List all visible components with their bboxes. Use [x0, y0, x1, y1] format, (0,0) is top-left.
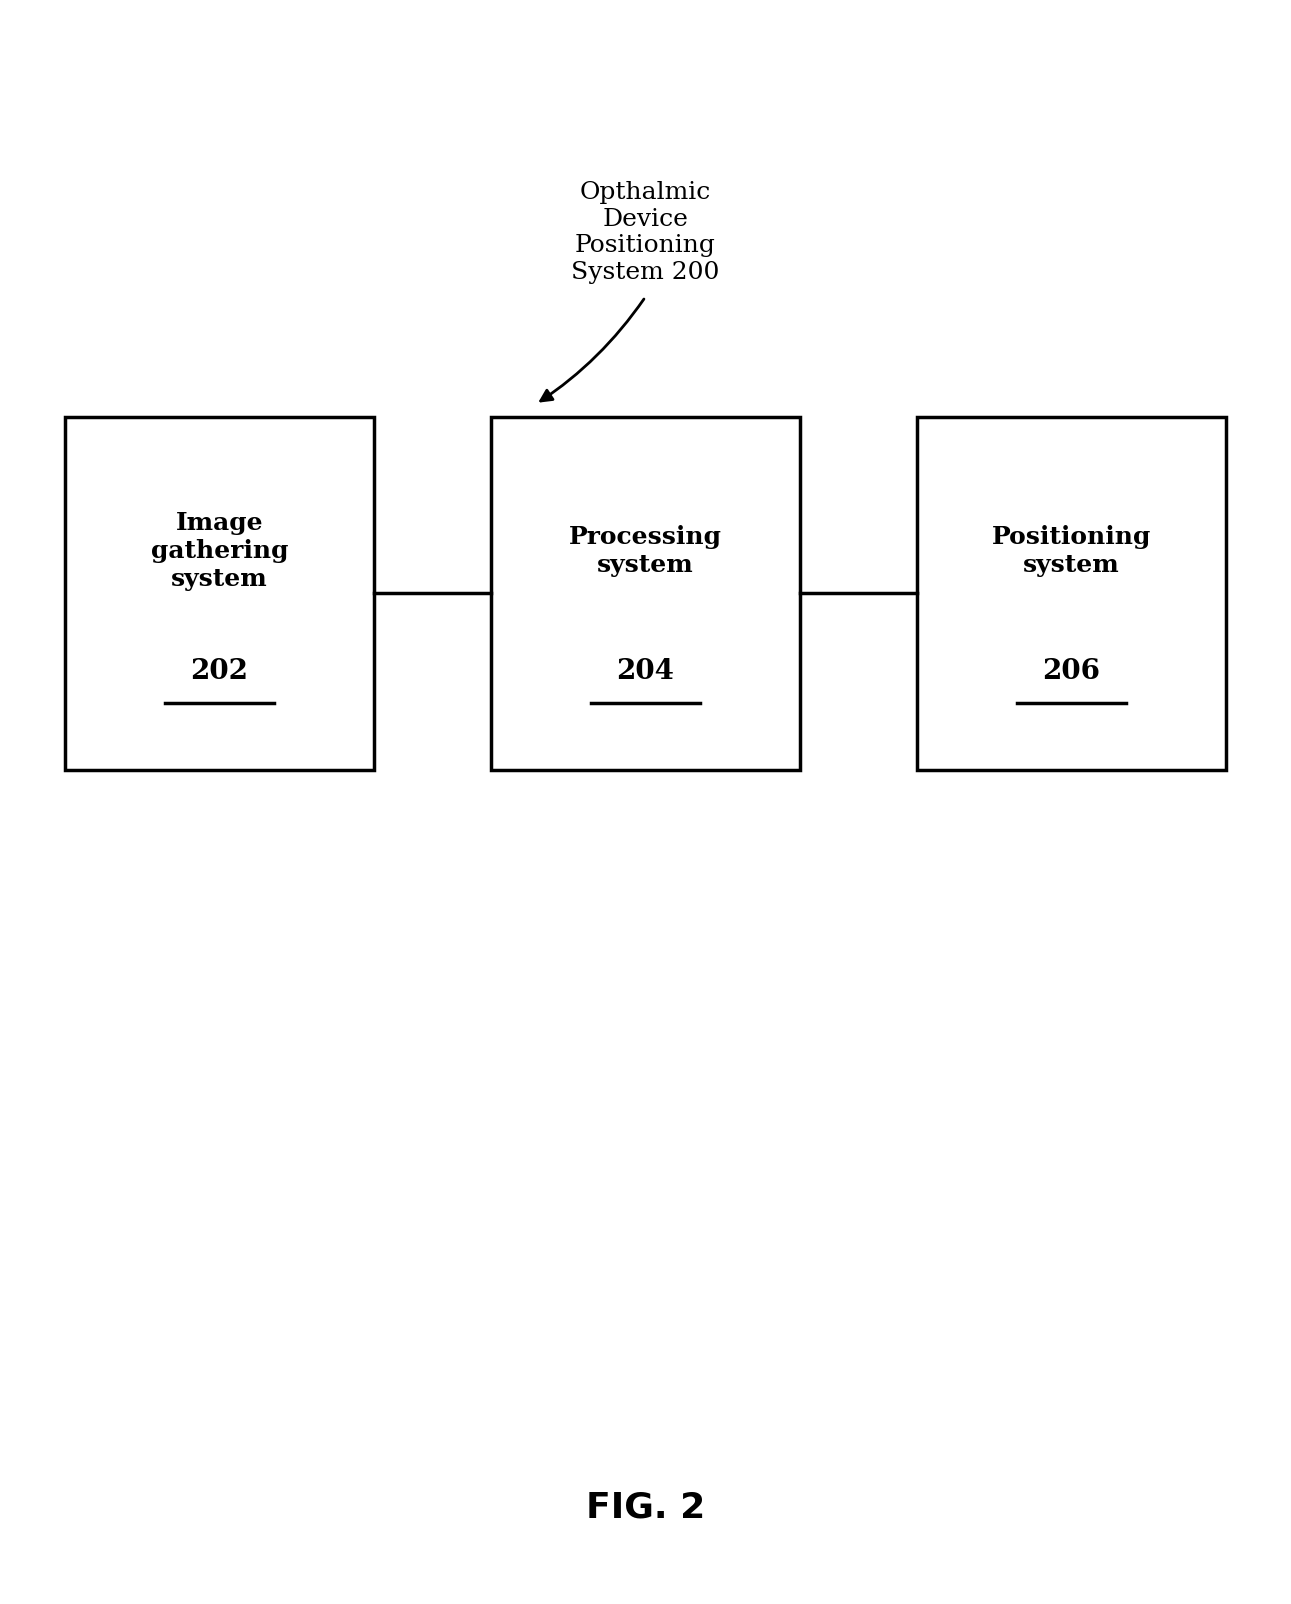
Text: 202: 202: [191, 658, 248, 685]
Text: 206: 206: [1043, 658, 1100, 685]
Text: 204: 204: [617, 658, 674, 685]
FancyBboxPatch shape: [917, 417, 1226, 770]
FancyBboxPatch shape: [491, 417, 800, 770]
Text: Positioning
system: Positioning system: [991, 525, 1152, 577]
Text: Opthalmic
Device
Positioning
System 200: Opthalmic Device Positioning System 200: [572, 181, 719, 284]
Text: FIG. 2: FIG. 2: [586, 1490, 705, 1525]
Text: Image
gathering
system: Image gathering system: [151, 512, 288, 590]
Text: Processing
system: Processing system: [569, 525, 722, 577]
FancyBboxPatch shape: [65, 417, 374, 770]
